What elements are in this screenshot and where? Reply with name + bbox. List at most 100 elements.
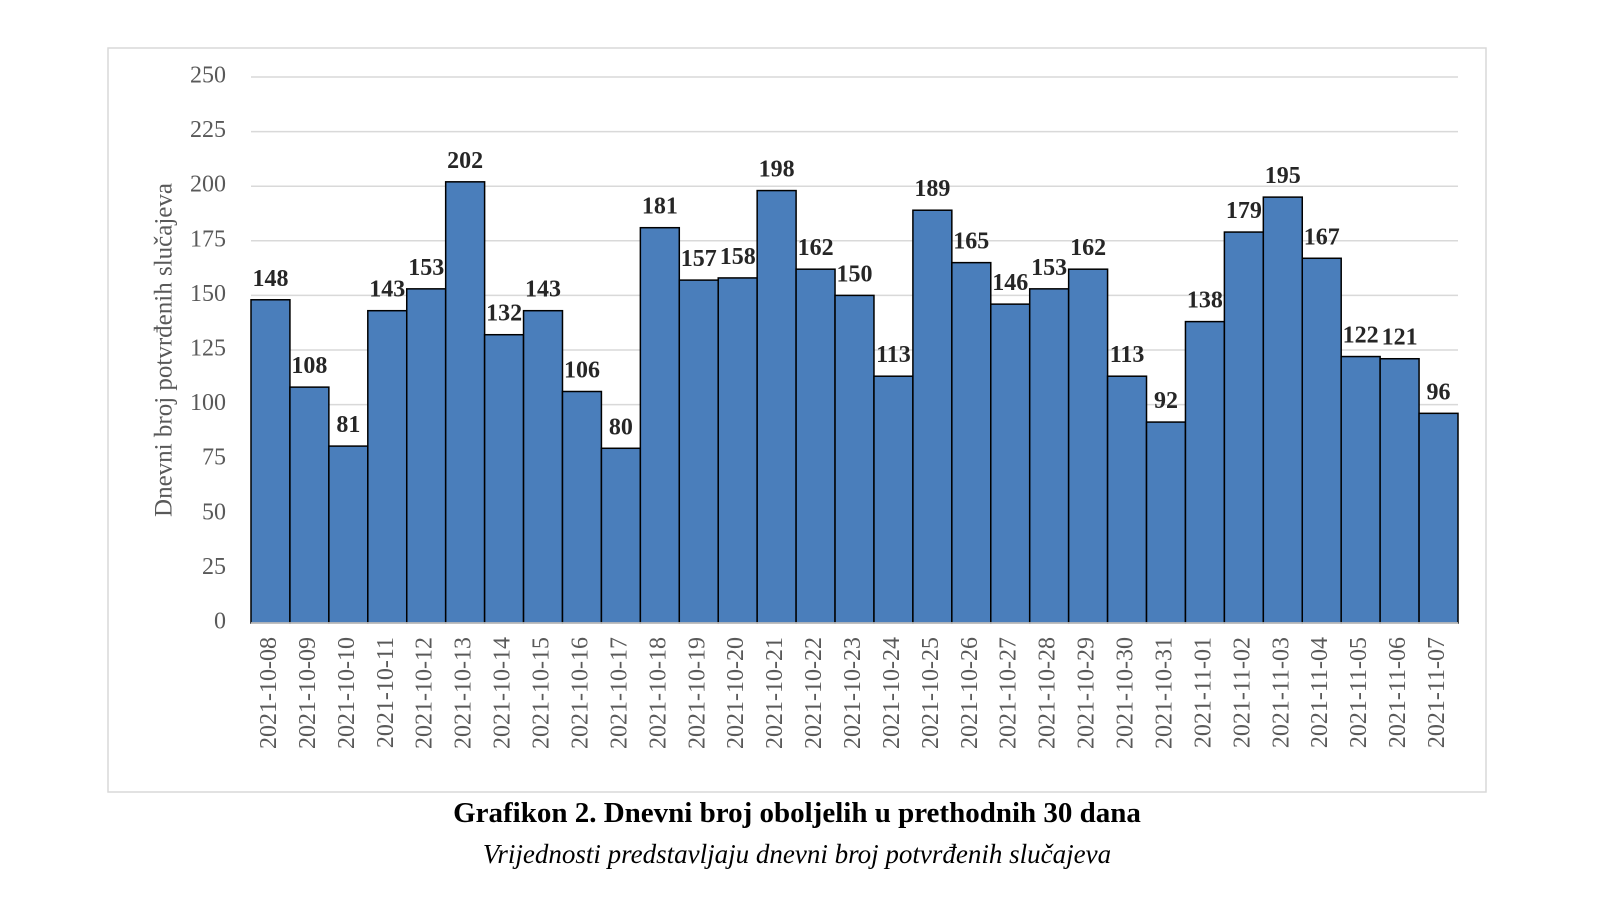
bar — [522, 309, 564, 624]
x-tick-label: 2021-10-24 — [879, 637, 905, 749]
y-tick-label: 25 — [202, 554, 226, 580]
bar — [1418, 412, 1459, 624]
bar — [990, 303, 1031, 624]
bar — [717, 277, 758, 624]
value-label: 143 — [369, 277, 405, 303]
chart-title: Grafikon 2. Dnevni broj oboljelih u pret… — [453, 797, 1141, 829]
value-label: 108 — [291, 353, 327, 379]
x-tick-label: 2021-10-28 — [1035, 637, 1061, 749]
y-tick-label: 0 — [214, 609, 226, 635]
value-label: 153 — [408, 255, 444, 281]
value-label: 113 — [876, 342, 911, 368]
bar — [250, 299, 291, 624]
x-tick-label: 2021-10-18 — [645, 637, 671, 749]
value-label: 96 — [1427, 379, 1451, 405]
bar — [1145, 421, 1187, 624]
y-tick-label: 250 — [190, 63, 226, 89]
x-tick-label: 2021-10-10 — [334, 637, 360, 749]
value-label: 162 — [1070, 235, 1106, 261]
bar — [1262, 196, 1304, 624]
x-tick-label: 2021-11-03 — [1268, 637, 1294, 748]
bar — [1223, 231, 1265, 624]
bar — [1301, 257, 1342, 624]
value-label: 80 — [609, 414, 633, 440]
bar — [951, 261, 992, 624]
x-tick-label: 2021-10-20 — [723, 637, 749, 749]
x-tick-label: 2021-10-12 — [412, 637, 438, 749]
value-label: 198 — [759, 157, 795, 183]
bar — [639, 226, 681, 624]
x-tick-label: 2021-10-22 — [801, 637, 827, 749]
x-tick-label: 2021-10-26 — [957, 637, 983, 749]
bar — [367, 309, 408, 624]
value-label: 122 — [1343, 323, 1379, 349]
y-tick-label: 125 — [190, 336, 226, 362]
y-tick-label: 50 — [202, 499, 226, 525]
value-label: 146 — [992, 270, 1028, 296]
bar — [600, 447, 642, 624]
bar — [1184, 320, 1226, 624]
value-label: 150 — [837, 261, 873, 287]
x-tick-label: 2021-10-23 — [840, 637, 866, 749]
value-label: 92 — [1154, 388, 1178, 414]
y-tick-label: 200 — [190, 172, 226, 198]
x-tick-label: 2021-11-01 — [1190, 637, 1216, 748]
chart-subtitle: Vrijednosti predstavljaju dnevni broj po… — [483, 839, 1111, 869]
value-label: 81 — [336, 412, 360, 438]
value-label: 106 — [564, 357, 600, 383]
bar — [834, 294, 875, 624]
value-label: 181 — [642, 194, 678, 220]
value-label: 148 — [252, 266, 288, 292]
y-tick-label: 175 — [190, 226, 226, 252]
value-label: 132 — [486, 301, 522, 327]
x-tick-label: 2021-10-08 — [256, 637, 282, 749]
x-tick-label: 2021-10-16 — [567, 637, 593, 749]
x-tick-label: 2021-11-04 — [1307, 637, 1333, 748]
bar — [1106, 375, 1148, 624]
bar — [289, 386, 330, 624]
value-label: 153 — [1031, 255, 1067, 281]
value-label: 165 — [953, 229, 989, 255]
x-tick-label: 2021-10-09 — [295, 637, 321, 749]
x-tick-label: 2021-10-13 — [451, 637, 477, 749]
y-tick-label: 75 — [202, 445, 226, 471]
value-label: 179 — [1226, 198, 1262, 224]
y-axis-label: Dnevni broj potvrđenih slučajeva — [151, 183, 178, 517]
bar — [1340, 355, 1381, 624]
value-label: 167 — [1304, 224, 1340, 250]
x-tick-label: 2021-10-17 — [606, 637, 632, 749]
value-label: 121 — [1382, 325, 1418, 351]
bar — [795, 268, 836, 624]
x-tick-label: 2021-11-05 — [1346, 637, 1372, 748]
value-label: 158 — [720, 244, 756, 270]
value-label: 138 — [1187, 288, 1223, 314]
x-tick-label: 2021-10-19 — [684, 637, 710, 749]
value-label: 157 — [681, 246, 717, 272]
x-tick-label: 2021-10-29 — [1074, 637, 1100, 749]
x-tick-label: 2021-10-30 — [1113, 637, 1139, 749]
bar — [873, 375, 914, 624]
value-label: 162 — [798, 235, 834, 261]
bar — [912, 209, 953, 624]
x-tick-label: 2021-11-06 — [1385, 637, 1411, 748]
y-tick-label: 225 — [190, 117, 226, 143]
x-tick-label: 2021-10-31 — [1151, 637, 1177, 749]
bar — [1067, 268, 1109, 624]
bar — [1028, 288, 1070, 624]
bar — [756, 189, 797, 624]
bar — [483, 333, 525, 624]
x-tick-label: 2021-10-21 — [762, 637, 788, 749]
x-tick-label: 2021-10-27 — [996, 637, 1022, 749]
x-tick-label: 2021-10-11 — [373, 637, 399, 748]
bar — [328, 445, 369, 624]
bar — [405, 288, 447, 624]
x-tick-label: 2021-10-25 — [918, 637, 944, 749]
value-label: 202 — [447, 148, 483, 174]
value-label: 189 — [914, 176, 950, 202]
y-tick-label: 150 — [190, 281, 226, 307]
bar — [678, 279, 719, 624]
y-tick-label: 100 — [190, 390, 226, 416]
x-tick-label: 2021-11-02 — [1229, 637, 1255, 748]
